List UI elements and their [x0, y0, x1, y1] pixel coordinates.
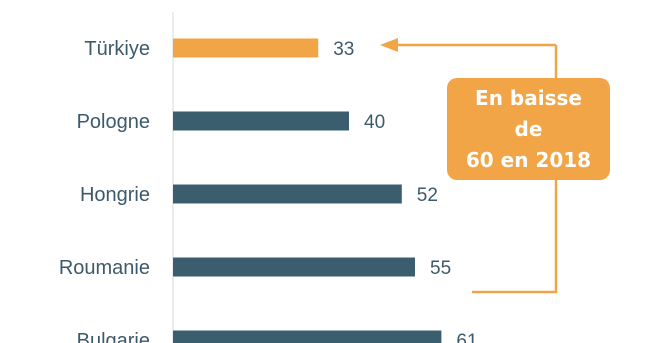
bar-1 [173, 111, 349, 131]
bar-4 [173, 330, 442, 343]
bar-3 [173, 257, 415, 277]
value-label-4: 61 [456, 331, 477, 343]
bar-2 [173, 184, 402, 204]
value-label-0: 33 [333, 39, 354, 60]
category-label-1: Pologne [77, 111, 150, 133]
annotation-callout: En baisse de 60 en 2018 [447, 78, 610, 180]
category-label-4: Bulgarie [77, 330, 150, 343]
value-label-2: 52 [417, 185, 438, 206]
bar-0 [173, 38, 319, 58]
category-label-3: Roumanie [59, 257, 150, 279]
category-label-2: Hongrie [80, 184, 150, 206]
annotation-connector [380, 38, 558, 294]
value-label-1: 40 [364, 112, 385, 133]
category-label-0: Türkiye [84, 38, 150, 60]
annotation-arrowhead [380, 38, 398, 52]
value-label-3: 55 [430, 258, 451, 279]
